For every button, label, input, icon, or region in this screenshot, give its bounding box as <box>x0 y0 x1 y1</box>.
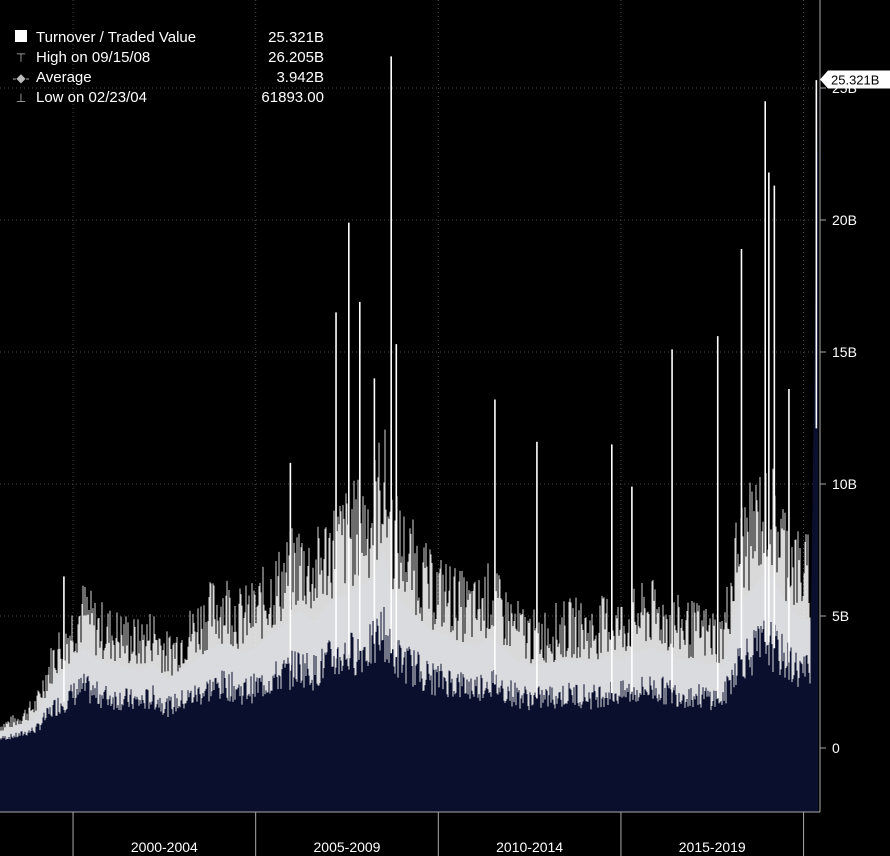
legend-row-high: ⊤ High on 09/15/08 26.205B <box>6 48 324 68</box>
legend-label: High on 09/15/08 <box>36 49 151 66</box>
x-tick-label: 2015-2019 <box>679 839 746 855</box>
legend-label: Low on 02/23/04 <box>36 89 147 106</box>
legend-value: 3.942B <box>276 69 324 86</box>
series-noise <box>0 429 811 740</box>
legend-row-series: Turnover / Traded Value 25.321B <box>6 28 324 48</box>
last-value-label: 25.321B <box>831 73 879 88</box>
x-tick-label: 2005-2009 <box>314 839 381 855</box>
series-area-fill <box>0 80 819 812</box>
legend: Turnover / Traded Value 25.321B ⊤ High o… <box>6 28 324 108</box>
legend-row-average: -◆- Average 3.942B <box>6 68 324 88</box>
series-spikes <box>63 56 818 702</box>
legend-value: 26.205B <box>268 49 324 66</box>
legend-label: Average <box>36 69 92 86</box>
legend-row-low: ⊥ Low on 02/23/04 61893.00 <box>6 88 324 108</box>
legend-label: Turnover / Traded Value <box>36 29 197 46</box>
x-tick-label: 2000-2004 <box>131 839 198 855</box>
average-marker-icon: -◆- <box>12 71 30 85</box>
y-tick-label: 0 <box>832 740 840 756</box>
y-tick-label: 20B <box>832 212 857 228</box>
legend-value: 25.321B <box>268 29 324 46</box>
low-marker-icon: ⊥ <box>15 91 27 105</box>
last-value-tag <box>820 70 890 89</box>
y-tick-label: 15B <box>832 344 857 360</box>
series-area <box>0 80 819 812</box>
legend-value: 61893.00 <box>261 89 324 106</box>
high-marker-icon: ⊤ <box>15 51 27 65</box>
y-tick-label: 10B <box>832 476 857 492</box>
square-icon <box>6 28 36 48</box>
y-tick-label: 5B <box>832 608 849 624</box>
x-tick-label: 2010-2014 <box>496 839 563 855</box>
